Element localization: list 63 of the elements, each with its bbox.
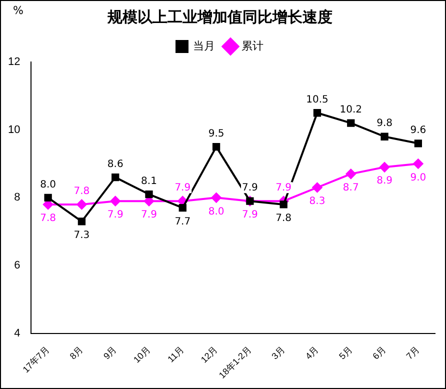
legend-label: 当月 [193, 40, 215, 53]
point [112, 174, 120, 182]
point [312, 182, 322, 193]
y-tick-label: 10 [8, 124, 20, 136]
point [380, 162, 390, 172]
chart-title: 规模以上工业增加值同比增长速度 [106, 8, 332, 26]
data-label: 8.0 [40, 179, 56, 190]
x-tick-label: 17年7月 [20, 344, 52, 375]
data-label: 9.6 [410, 125, 426, 136]
point [413, 158, 424, 169]
data-label: 8.7 [342, 182, 359, 194]
point [347, 119, 355, 127]
y-axis-title: % [13, 4, 24, 17]
x-tick-label: 5月 [337, 344, 354, 362]
data-label: 7.9 [141, 210, 157, 221]
data-label: 7.8 [74, 186, 90, 198]
point [44, 194, 52, 202]
data-label: 7.9 [242, 210, 258, 221]
x-tick-label: 4月 [303, 344, 320, 362]
x-tick-label: 7月 [404, 344, 422, 362]
data-label: 7.9 [276, 182, 292, 194]
x-tick-label: 10月 [132, 344, 152, 365]
data-label: 9.0 [410, 172, 426, 184]
data-label: 10.2 [340, 104, 362, 116]
point [110, 196, 120, 206]
data-label: 7.8 [40, 213, 56, 224]
y-tick-label: 6 [14, 260, 20, 272]
data-label: 10.5 [306, 94, 328, 106]
data-label: 8.1 [141, 176, 157, 187]
point [78, 218, 86, 226]
data-label: 9.8 [376, 118, 392, 130]
point [414, 140, 422, 148]
point [76, 199, 87, 210]
data-label: 8.3 [309, 196, 326, 208]
data-label: 8.0 [208, 206, 224, 218]
data-label: 7.9 [107, 210, 124, 221]
x-tick-label: 8月 [68, 344, 85, 362]
data-label: 7.8 [276, 213, 292, 224]
y-tick-label: 4 [14, 327, 20, 340]
x-tick-label: 6月 [370, 344, 388, 362]
data-label: 8.9 [376, 176, 392, 187]
point [313, 109, 322, 117]
data-label: 8.6 [107, 158, 124, 170]
point [211, 192, 222, 203]
x-tick-label: 18年1-2月 [217, 344, 254, 380]
x-tick-label: 12月 [198, 344, 220, 365]
y-tick-label: 12 [8, 56, 20, 68]
legend-label: 累计 [242, 40, 264, 53]
point [346, 168, 356, 179]
data-label: 7.7 [174, 216, 191, 228]
point [212, 142, 220, 151]
data-label: 7.9 [174, 182, 191, 194]
point [178, 204, 186, 212]
x-tick-label: 9月 [102, 344, 119, 362]
point [145, 190, 153, 198]
y-tick-label: 8 [14, 192, 20, 204]
x-tick-label: 11月 [166, 344, 186, 364]
data-label: 7.9 [242, 182, 258, 194]
data-label: 9.5 [208, 128, 224, 140]
x-tick-label: 3月 [270, 344, 287, 362]
point [280, 200, 288, 208]
data-label: 7.3 [74, 230, 90, 242]
point [380, 132, 388, 140]
